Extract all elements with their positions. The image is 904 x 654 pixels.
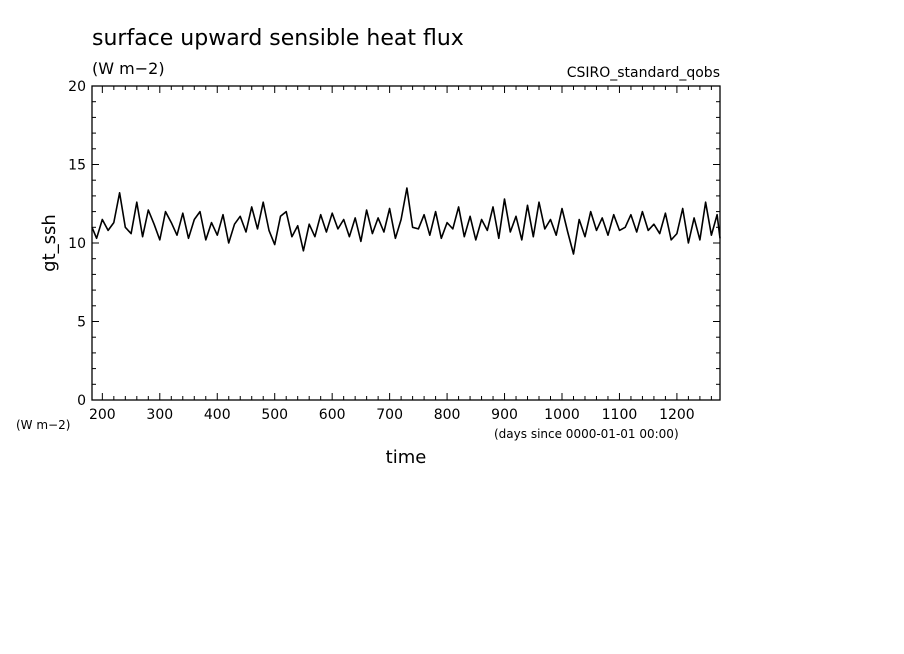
y-tick-label: 20 [68,79,86,95]
y-units-label: (W m−2) [16,418,70,432]
axis-ticks [92,85,720,401]
run-label: CSIRO_standard_qobs [567,65,720,81]
x-tick-label: 1200 [659,407,695,423]
x-units-label: (days since 0000-01-01 00:00) [494,427,679,441]
x-tick-labels: 200 300 400 500 600 700 800 900 1000 1100 1200 [89,407,695,423]
x-tick-label: 400 [204,407,231,423]
x-tick-label: 800 [434,407,461,423]
x-tick-label: 500 [261,407,288,423]
plot-frame [91,85,721,401]
x-tick-label: 1100 [602,407,638,423]
x-tick-label: 900 [491,407,518,423]
x-tick-label: 1000 [544,407,580,423]
x-tick-label: 700 [376,407,403,423]
chart-title: surface upward sensible heat flux [92,26,464,51]
y-tick-label: 0 [77,393,86,409]
y-tick-label: 5 [77,315,86,331]
y-tick-label: 15 [68,158,86,174]
chart-units: (W m−2) [92,59,165,78]
series-line [91,187,721,255]
y-tick-label: 10 [68,236,86,252]
x-tick-label: 200 [89,407,116,423]
x-tick-label: 300 [146,407,173,423]
y-axis-title: gt_ssh [39,214,60,272]
x-axis-title: time [386,447,427,468]
x-tick-label: 600 [319,407,346,423]
y-tick-labels: 0 5 10 15 20 [68,79,86,409]
